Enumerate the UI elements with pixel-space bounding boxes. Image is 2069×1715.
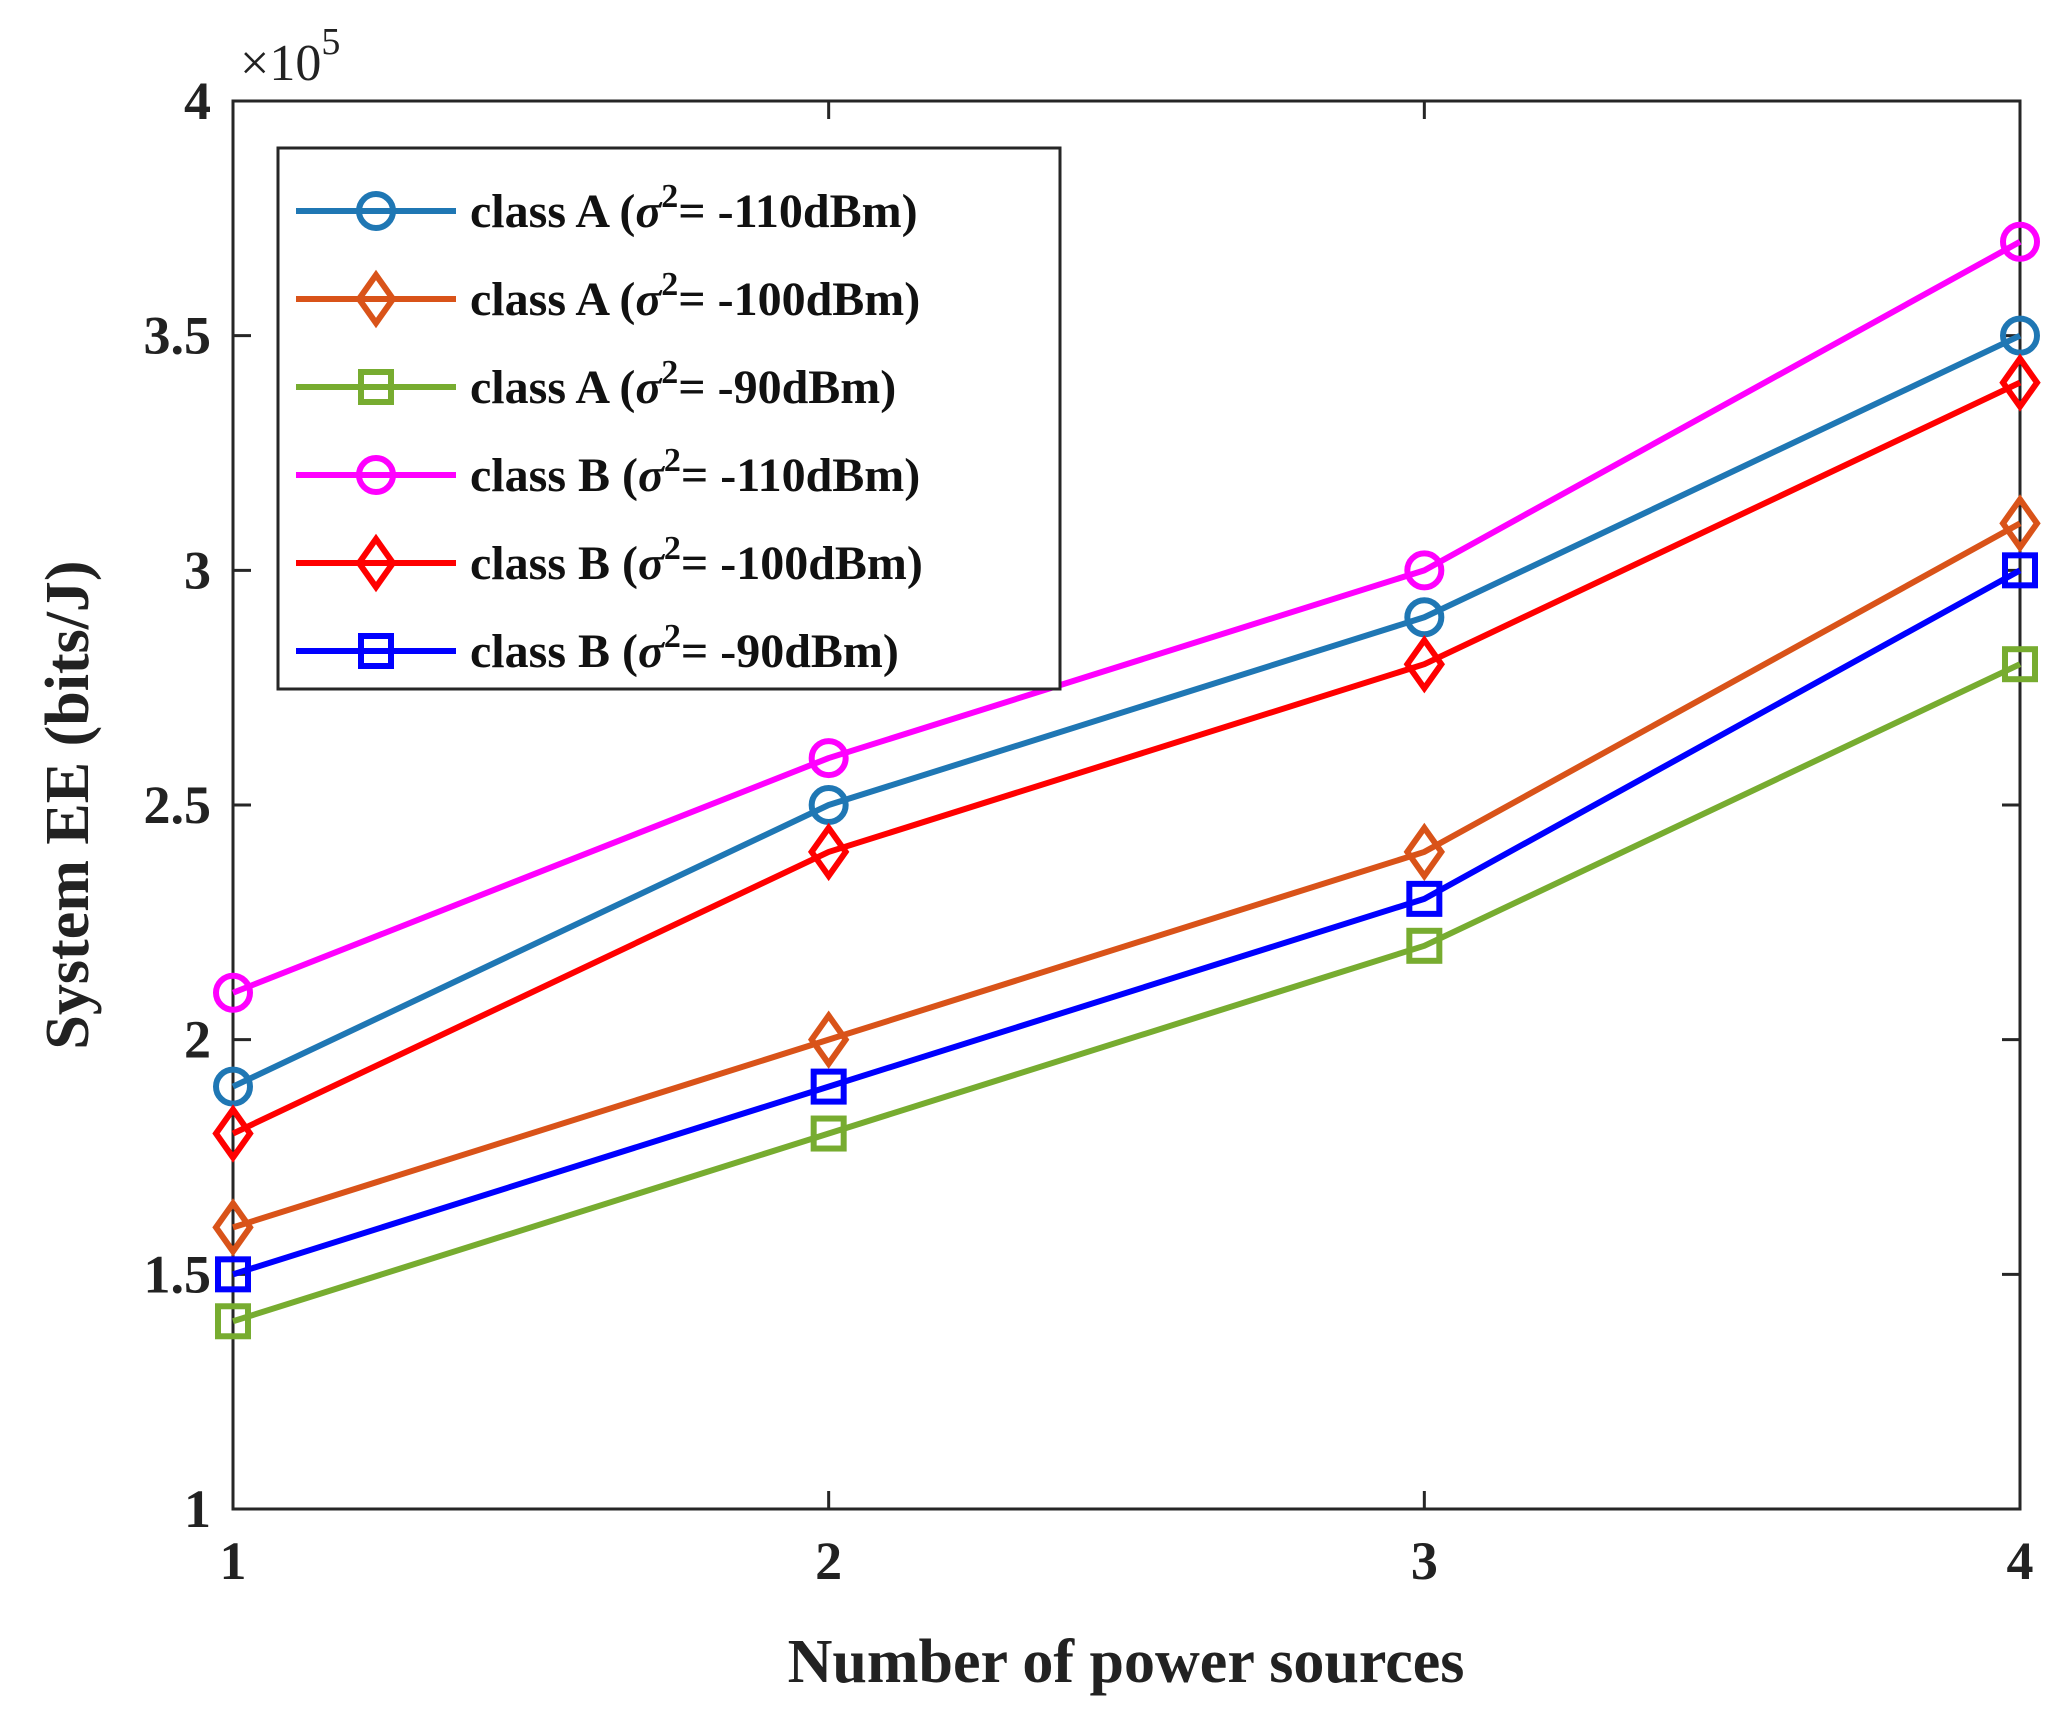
y-axis-label: System EE (bits/J): [34, 560, 102, 1049]
legend-label: class B (σ2= -90dBm): [470, 618, 899, 678]
legend-label-main: class A (: [470, 185, 635, 238]
legend-marker: [356, 455, 396, 495]
x-tick-label: 3: [1411, 1531, 1438, 1591]
axis-ticks: 1 2 3 4 1 1.5 2 2.5 3 3.5 4: [144, 71, 2034, 1591]
data-point-marker: [2000, 315, 2040, 356]
data-point-marker: [2002, 646, 2038, 683]
y-tick-label: 1: [184, 1479, 211, 1539]
legend-label-sup: 2: [661, 354, 678, 391]
legend-label-rest: = -100dBm): [678, 273, 920, 326]
series-line: [231, 332, 2022, 1090]
y-multiplier-base: ×10: [240, 35, 321, 92]
legend-label-sup: 2: [664, 530, 681, 567]
legend-label-sigma: σ: [635, 185, 662, 238]
legend-label: class A (σ2= -100dBm): [470, 266, 920, 326]
legend-label-sigma: σ: [635, 273, 662, 326]
legend-entry: class A (σ2= -90dBm): [296, 354, 896, 414]
data-point-marker: [808, 738, 849, 779]
legend-label-sigma: σ: [635, 361, 662, 414]
legend-marker: [358, 633, 394, 669]
legend-label-sup: 2: [664, 442, 681, 479]
data-point-marker: [810, 1068, 847, 1105]
legend: class A (σ2= -110dBm)class A (σ2= -100dB…: [276, 146, 1062, 691]
y-multiplier-exponent: 5: [321, 21, 340, 63]
legend-entry: class B (σ2= -90dBm): [296, 618, 899, 678]
data-point-marker: [2002, 552, 2038, 589]
series-4: [213, 221, 2040, 1013]
legend-label-sigma: σ: [638, 625, 665, 678]
legend-label: class B (σ2= -100dBm): [470, 530, 923, 590]
legend-box: [276, 146, 1062, 691]
legend-entry: class B (σ2= -100dBm): [296, 530, 923, 593]
legend-label: class A (σ2= -90dBm): [470, 354, 896, 414]
series-line: [231, 239, 2022, 996]
legend-marker: [358, 369, 394, 405]
series-1: [213, 315, 2040, 1107]
y-tick-label: 3: [184, 540, 211, 600]
y-tick-label: 2.5: [144, 775, 212, 835]
y-tick-label: 4: [184, 71, 211, 131]
legend-label-main: class A (: [470, 361, 635, 414]
x-axis-label: Number of power sources: [788, 1628, 1465, 1696]
legend-marker: [355, 533, 397, 593]
series-layer: [212, 221, 2041, 1340]
legend-entry: class A (σ2= -110dBm): [296, 178, 918, 238]
y-tick-label: 2: [184, 1010, 211, 1070]
legend-label-rest: = -100dBm): [681, 537, 923, 590]
y-tick-label: 3.5: [144, 306, 212, 366]
series-line: [232, 567, 2022, 1278]
data-point-marker: [810, 1115, 847, 1152]
legend-label-rest: = -90dBm): [678, 361, 896, 414]
legend-label-main: class A (: [470, 273, 635, 326]
legend-label: class B (σ2= -110dBm): [470, 442, 920, 502]
legend-entry: class B (σ2= -110dBm): [296, 442, 920, 502]
x-tick-label: 4: [2007, 1531, 2034, 1591]
data-point-marker: [1406, 927, 1443, 964]
data-point-marker: [215, 1256, 251, 1293]
x-tick-label: 2: [815, 1531, 842, 1591]
data-point-marker: [212, 1198, 254, 1257]
data-point-marker: [1406, 880, 1443, 917]
series-3: [215, 646, 2038, 1340]
legend-label-sigma: σ: [638, 449, 665, 502]
data-point-marker: [1999, 353, 2041, 412]
series-5: [212, 353, 2041, 1163]
data-point-marker: [1404, 597, 1445, 638]
data-point-marker: [213, 1066, 253, 1107]
data-point-marker: [2000, 221, 2040, 262]
y-tick-label: 1.5: [144, 1244, 212, 1304]
legend-label-sigma: σ: [638, 537, 665, 590]
data-point-marker: [807, 1010, 850, 1069]
legend-label-sup: 2: [664, 618, 681, 655]
data-point-marker: [1999, 494, 2041, 553]
legend-label-main: class B (: [470, 449, 638, 502]
series-line: [232, 520, 2022, 1231]
legend-label-main: class B (: [470, 537, 638, 590]
y-multiplier: ×105: [240, 21, 340, 92]
x-tick-label: 1: [220, 1531, 247, 1591]
legend-entry: class A (σ2= -100dBm): [296, 266, 920, 329]
legend-marker: [356, 191, 396, 231]
legend-label-rest: = -110dBm): [678, 185, 917, 238]
series-6: [215, 552, 2038, 1293]
data-point-marker: [212, 1104, 254, 1163]
series-line: [231, 379, 2022, 1137]
legend-label: class A (σ2= -110dBm): [470, 178, 918, 238]
data-point-marker: [807, 822, 850, 882]
legend-marker: [355, 269, 397, 329]
legend-label-rest: = -110dBm): [681, 449, 920, 502]
data-point-marker: [215, 1303, 251, 1340]
data-point-marker: [1403, 635, 1446, 694]
series-2: [212, 494, 2041, 1257]
series-line: [232, 661, 2022, 1325]
data-point-marker: [1404, 550, 1445, 591]
legend-label-sup: 2: [661, 266, 678, 303]
legend-label-main: class B (: [470, 625, 638, 678]
legend-label-rest: = -90dBm): [681, 625, 899, 678]
data-point-marker: [1403, 822, 1446, 882]
data-point-marker: [808, 785, 849, 825]
legend-label-sup: 2: [661, 178, 678, 215]
data-point-marker: [213, 972, 253, 1013]
